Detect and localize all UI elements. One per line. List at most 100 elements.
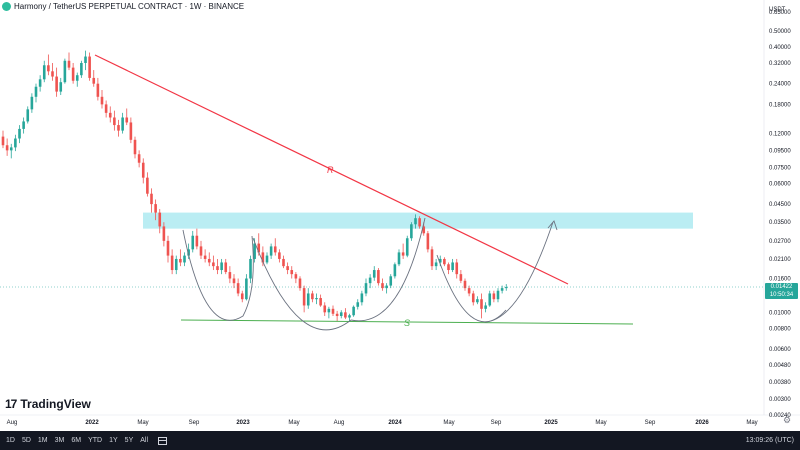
range-button-1y[interactable]: 1Y bbox=[109, 437, 118, 444]
candle bbox=[471, 290, 475, 306]
resistance-trendline[interactable] bbox=[94, 54, 569, 285]
candle-body bbox=[212, 262, 215, 267]
candle-body bbox=[504, 287, 508, 289]
candle-body bbox=[372, 270, 376, 278]
candle bbox=[191, 230, 195, 253]
candle bbox=[170, 249, 174, 275]
candle-body bbox=[59, 82, 63, 92]
range-button-5d[interactable]: 5D bbox=[21, 437, 31, 444]
range-button-1d[interactable]: 1D bbox=[6, 437, 15, 444]
candle-body bbox=[364, 283, 368, 294]
candle bbox=[414, 214, 417, 229]
candle-body bbox=[162, 226, 166, 241]
price-chart[interactable]: R S 0.650000.500000.400000.320000.240000… bbox=[0, 0, 800, 431]
candle-body bbox=[273, 246, 277, 253]
current-price-value: 0.01422 bbox=[770, 284, 793, 290]
clock[interactable]: 13:09:26 (UTC) bbox=[745, 437, 794, 444]
candle-body bbox=[492, 293, 496, 300]
candle bbox=[306, 288, 310, 309]
candle bbox=[141, 158, 145, 184]
candle-body bbox=[298, 278, 302, 289]
range-button-all[interactable]: All bbox=[140, 437, 149, 444]
candle-body bbox=[290, 270, 294, 275]
price-tick-label: 0.01000 bbox=[769, 310, 791, 316]
candle bbox=[63, 58, 67, 84]
candle-body bbox=[240, 293, 244, 300]
candle-body bbox=[75, 75, 79, 81]
range-button-3m[interactable]: 3M bbox=[54, 437, 65, 444]
candle bbox=[113, 110, 116, 131]
candle-body bbox=[9, 147, 13, 151]
projection-arrow[interactable] bbox=[484, 221, 554, 323]
candle bbox=[30, 93, 34, 113]
support-label: S bbox=[404, 318, 410, 328]
candle bbox=[459, 270, 463, 284]
price-tick-label: 0.12000 bbox=[769, 132, 791, 138]
candle-body bbox=[414, 218, 417, 225]
time-axis[interactable]: Aug 2022 May Sep 2023 May Aug 2024 May Sep 2025 May… bbox=[7, 420, 758, 426]
candle bbox=[339, 310, 343, 319]
candle-body bbox=[174, 258, 178, 271]
candle bbox=[129, 117, 133, 144]
candle-body bbox=[269, 246, 273, 256]
resistance-zone[interactable] bbox=[143, 212, 693, 229]
candle bbox=[331, 305, 335, 317]
range-button-ytd[interactable]: YTD bbox=[88, 437, 103, 444]
price-axis[interactable]: 0.65000 0.50000 0.40000 0.32000 0.24000 0.180… bbox=[769, 10, 791, 419]
candle-body bbox=[203, 255, 207, 259]
support-line[interactable] bbox=[180, 319, 634, 325]
candle bbox=[327, 306, 331, 319]
candle-body bbox=[88, 56, 91, 78]
projection-arrowhead-icon bbox=[547, 220, 558, 231]
price-tick-label: 0.18000 bbox=[769, 102, 791, 108]
candle-body bbox=[352, 306, 355, 316]
candle bbox=[434, 258, 438, 271]
range-button-6m[interactable]: 6M bbox=[71, 437, 82, 444]
candle-body bbox=[447, 264, 450, 271]
cup-arc bbox=[436, 254, 507, 323]
candle bbox=[360, 290, 364, 306]
candle bbox=[224, 258, 228, 275]
candle bbox=[220, 258, 223, 275]
tradingview-logo[interactable]: 17 TradingView bbox=[5, 397, 91, 411]
candle-body bbox=[455, 262, 459, 275]
candle-body bbox=[438, 258, 442, 263]
candle bbox=[166, 235, 170, 263]
time-tick-label: 2022 bbox=[85, 420, 99, 426]
grid bbox=[0, 0, 800, 416]
time-tick-label: 2025 bbox=[544, 420, 558, 426]
candle bbox=[14, 134, 17, 152]
candle-body bbox=[356, 302, 360, 307]
cup-arc bbox=[252, 237, 352, 331]
candle-body bbox=[71, 67, 75, 81]
candle bbox=[504, 284, 508, 291]
candle bbox=[476, 296, 479, 305]
range-button-5y[interactable]: 5Y bbox=[124, 437, 134, 444]
candle-countdown: 10:50:34 bbox=[769, 292, 794, 298]
range-button-1m[interactable]: 1M bbox=[37, 437, 48, 444]
candle bbox=[92, 70, 96, 87]
gear-icon[interactable]: ⚙ bbox=[783, 415, 792, 425]
candle bbox=[273, 238, 277, 256]
time-tick-label: 2026 bbox=[695, 420, 709, 426]
candle-body bbox=[286, 266, 289, 271]
candle bbox=[265, 252, 269, 265]
calendar-icon[interactable] bbox=[158, 436, 168, 445]
time-tick-label: Aug bbox=[334, 420, 345, 426]
current-price-tag: 0.01422 10:50:34 bbox=[765, 283, 798, 299]
candle-body bbox=[315, 298, 318, 300]
candle bbox=[137, 150, 141, 168]
candle bbox=[335, 310, 339, 322]
candle-body bbox=[51, 71, 54, 77]
candle bbox=[71, 62, 75, 84]
candle-body bbox=[121, 117, 124, 131]
candle-body bbox=[137, 154, 141, 163]
candle-body bbox=[191, 235, 195, 250]
symbol-title[interactable]: Harmony / TetherUS PERPETUAL CONTRACT · … bbox=[14, 2, 245, 11]
candle-body bbox=[220, 262, 223, 271]
candle bbox=[199, 240, 203, 259]
candle bbox=[286, 262, 289, 275]
currency-label[interactable]: USDT bbox=[769, 7, 786, 13]
candle-body bbox=[166, 240, 170, 256]
